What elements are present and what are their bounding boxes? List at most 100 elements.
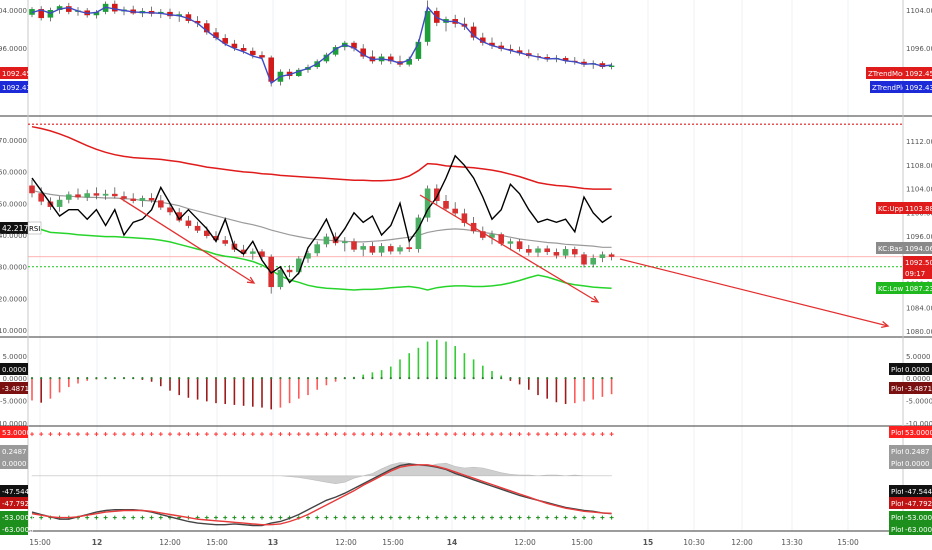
keltner-axis-label: 1080.00	[906, 328, 932, 336]
kc-name-tag: KC:Upper	[876, 202, 911, 214]
oscillator-lines-pane[interactable]	[30, 432, 614, 527]
oscillator-plot-name-tag: Plot	[889, 497, 904, 509]
candle	[507, 44, 514, 54]
candle	[342, 237, 348, 252]
histogram-bar	[454, 346, 457, 380]
time-axis-label: 12:00	[731, 538, 753, 547]
candle	[351, 238, 357, 253]
histogram-bar	[362, 374, 365, 380]
candle	[562, 246, 569, 259]
svg-text:Plot: Plot	[891, 448, 904, 456]
candle	[194, 16, 201, 28]
kc-value-tag: 09:17	[903, 267, 932, 279]
candle	[572, 246, 578, 258]
histogram-bar	[352, 376, 356, 380]
ztrend-plot-name-tag: ZTrendPlot	[870, 81, 909, 93]
svg-text:ZTrendPlot: ZTrendPlot	[872, 84, 909, 92]
candle	[406, 56, 412, 67]
time-axis-label: 13:30	[781, 538, 803, 547]
svg-text:-53.0000: -53.0000	[905, 514, 932, 522]
histogram-bar	[297, 377, 300, 399]
rsi-axis-label: 50.0000	[0, 200, 27, 208]
time-axis-label: 10:30	[683, 538, 705, 547]
oscillator-plot-value-tag: -53.0000	[903, 511, 932, 523]
candle	[185, 11, 192, 24]
candle	[489, 230, 495, 245]
oscillator-plot-value-tag: -47.5442	[903, 485, 932, 497]
histogram-pane[interactable]	[30, 339, 613, 410]
histogram-axis-label: 5.0000	[3, 353, 28, 361]
time-axis-label: 14	[447, 538, 457, 547]
time-axis[interactable]: 15:00 12 12:00 15:00 13 12:00 15:00 14 12:00 15:0…	[29, 538, 859, 547]
histogram-axis-label: 0.0000	[906, 375, 931, 383]
histogram-bar	[86, 377, 89, 381]
time-axis-label: 15:00	[206, 538, 228, 547]
histogram-plot-name-tag: Plot	[889, 382, 904, 394]
oscillator-histogram	[30, 339, 613, 410]
histogram-axis-label: -5.0000	[0, 397, 27, 405]
histogram-bar	[95, 377, 98, 380]
candle	[526, 244, 532, 256]
svg-text:53.0000: 53.0000	[2, 429, 31, 437]
rsi-label: RSI	[29, 225, 40, 233]
svg-text:0.0000: 0.0000	[2, 366, 27, 374]
trend-arrow[interactable]	[619, 258, 890, 329]
ztrend-mod-name-tag: ZTrendMod_HA	[866, 67, 920, 79]
rsi-value-tag: 42.2179 RSI	[0, 221, 42, 235]
candle	[93, 10, 100, 19]
svg-text:1092.4303: 1092.4303	[905, 84, 932, 92]
candle	[360, 44, 366, 59]
candle	[38, 6, 44, 21]
candle	[102, 189, 109, 200]
trend-arrows[interactable]	[119, 194, 890, 329]
rsi-axis-label: 40.0000	[0, 232, 27, 240]
candle	[66, 2, 72, 15]
candle	[388, 53, 394, 65]
candle	[507, 238, 514, 251]
candle	[130, 193, 136, 204]
candle	[461, 208, 468, 227]
oscillator-plot-value-tag: -47.7929	[903, 497, 932, 509]
kc-value-tag: 1103.88	[903, 202, 932, 214]
oscillator-plot-name-tag: Plot	[889, 511, 904, 523]
trend-arrow[interactable]	[119, 197, 256, 284]
histogram-bar	[426, 341, 429, 380]
histogram-axis-label: 5.0000	[906, 353, 931, 361]
time-axis-label: 12:00	[159, 538, 181, 547]
trend-arrow[interactable]	[419, 194, 600, 303]
candle	[56, 196, 63, 212]
rsi-axis-label: 70.0000	[0, 137, 27, 145]
histogram-bar	[76, 377, 80, 384]
rsi-axis-label: 30.0000	[0, 264, 27, 272]
price-pane-ztrend[interactable]	[29, 0, 615, 87]
svg-text:1092.4533: 1092.4533	[2, 70, 40, 78]
oscillator-left-tag: -47.5442	[0, 485, 33, 497]
svg-text:-3.4871: -3.4871	[905, 385, 932, 393]
ztrend-mod-value-tag: 1092.4533	[903, 67, 932, 79]
candle	[158, 195, 164, 210]
oscillator-plot-name-tag: Plot	[889, 523, 904, 535]
oscillator-plot-value-tag: 0.2487	[903, 445, 932, 457]
candle	[369, 241, 376, 255]
keltner-rsi-pane[interactable]: 42.2179 RSI	[0, 123, 903, 329]
svg-text:Plot: Plot	[891, 526, 904, 534]
histogram-bar	[481, 365, 484, 380]
kc-upper-line	[31, 125, 612, 190]
candle	[544, 245, 550, 255]
keltner-axis-label: 1084.00	[906, 304, 932, 312]
candle	[388, 243, 394, 255]
oscillator-plot-name-tag: Plot	[889, 426, 904, 438]
histogram-bar	[132, 377, 135, 380]
time-axis-label: 12:00	[335, 538, 357, 547]
histogram-bar	[398, 359, 402, 380]
histogram-bar	[610, 377, 613, 395]
rsi-axis-label: 20.0000	[0, 295, 27, 303]
candle	[553, 248, 560, 259]
candle	[148, 193, 155, 203]
histogram-bar	[251, 377, 254, 407]
histogram-bar	[435, 339, 438, 380]
histogram-bar	[463, 353, 466, 380]
kc-basis-line	[31, 189, 612, 248]
